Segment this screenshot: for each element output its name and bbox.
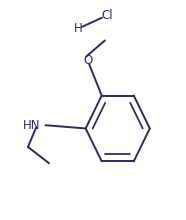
Text: O: O: [83, 53, 92, 66]
Text: H: H: [74, 22, 83, 35]
Text: HN: HN: [23, 119, 41, 132]
Text: Cl: Cl: [101, 9, 113, 22]
